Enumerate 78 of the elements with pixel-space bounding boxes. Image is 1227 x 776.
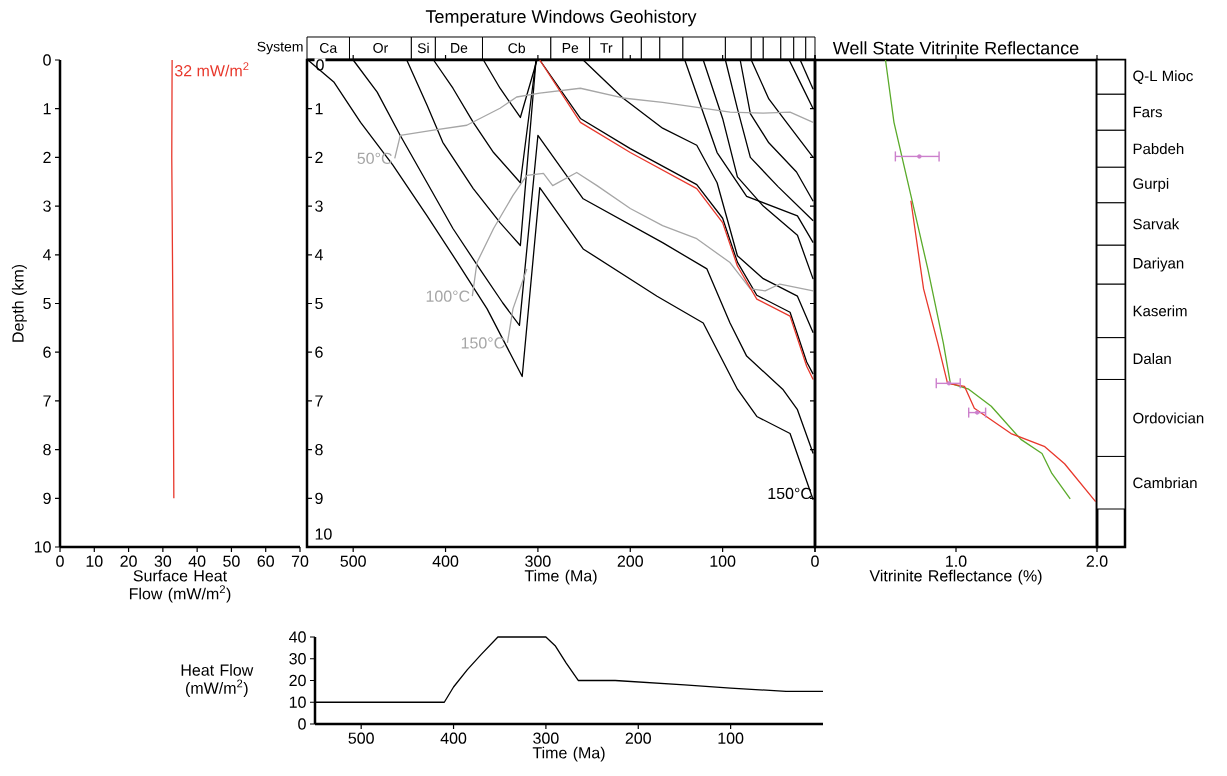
- y-tick-label: 6: [43, 346, 51, 358]
- x-tick-label: 10: [86, 555, 103, 567]
- y-tick-label: 3: [315, 200, 323, 212]
- series-label: Pabdeh: [1133, 143, 1184, 155]
- x-tick-label: 500: [348, 732, 374, 744]
- y-tick-label: 4: [42, 249, 51, 261]
- y-tick-label: 1: [315, 103, 323, 115]
- y-tick-label: 5: [315, 297, 323, 310]
- y-tick-label: 6: [315, 346, 323, 358]
- y-axis-title: Depth (km): [11, 264, 27, 342]
- x-axis-title: Surface Heat Flow (mW/m$^{2}$): [129, 569, 231, 603]
- x-tick-label: 1.0: [946, 555, 967, 567]
- y-tick-label: 0: [316, 59, 324, 71]
- x-tick-label: 20: [120, 555, 137, 567]
- y-tick-label: 9: [315, 492, 323, 504]
- x-axis-title: Time (Ma): [532, 746, 605, 762]
- y-tick-label: 7: [43, 395, 51, 407]
- series-label: 32 mW/m$^{2}$: [174, 62, 249, 77]
- x-tick-label: 50: [223, 555, 240, 567]
- series-label: Ca: [320, 43, 338, 53]
- chart-title: Temperature Windows Geohistory: [425, 9, 697, 27]
- y-tick-label: 20: [289, 674, 306, 687]
- series-label: Q-L Mioc: [1133, 70, 1193, 84]
- series-label: Gurpi: [1133, 177, 1169, 192]
- chart-title: Well State Vitrinite Reflectance: [832, 41, 1079, 55]
- series-label: Pe: [562, 43, 579, 53]
- x-tick-label: 400: [432, 555, 459, 567]
- y-tick-label: 10: [289, 696, 306, 708]
- series-label: Dalan: [1133, 353, 1171, 365]
- y-tick-label: 1: [43, 103, 51, 115]
- x-tick-label: 0: [56, 555, 64, 567]
- x-tick-label: 0: [811, 555, 819, 567]
- x-tick-label: 60: [257, 555, 274, 567]
- y-tick-label: 8: [315, 443, 323, 456]
- x-axis-title: Vitrinite Reflectance (%): [869, 569, 1042, 585]
- y-tick-label: 40: [289, 631, 306, 643]
- series-label: Cb: [508, 42, 526, 54]
- y-tick-label: 2: [315, 151, 323, 163]
- annotation: 150°C: [768, 487, 812, 500]
- x-tick-label: 200: [625, 732, 651, 744]
- y-axis-title: Heat Flow (mW/m$^{2}$): [181, 664, 254, 697]
- x-tick-label: 40: [188, 555, 206, 567]
- series-label: Ordovician: [1133, 412, 1204, 424]
- series-label: Or: [373, 43, 388, 53]
- x-tick-label: 2.0: [1086, 555, 1108, 567]
- x-tick-label: 100: [710, 555, 736, 567]
- y-tick-label: 10: [315, 528, 332, 540]
- y-tick-label: 10: [34, 541, 51, 553]
- series-label: Fars: [1133, 106, 1162, 118]
- series-label: Dariyan: [1133, 257, 1184, 272]
- series-label: De: [451, 43, 468, 53]
- x-tick-label: 300: [525, 555, 551, 567]
- y-tick-label: 5: [43, 297, 51, 310]
- x-tick-label: 200: [617, 555, 643, 567]
- x-axis-title: Time (Ma): [524, 569, 597, 585]
- y-tick-label: 7: [315, 395, 323, 407]
- x-tick-label: 500: [340, 555, 366, 567]
- x-tick-label: 70: [291, 555, 309, 567]
- series-label: Tr: [600, 43, 613, 53]
- series-label: Sarvak: [1133, 218, 1180, 230]
- x-tick-label: 100: [718, 732, 744, 744]
- series-label: Kaserim: [1133, 305, 1187, 317]
- series-label: 150°C: [461, 337, 505, 349]
- y-tick-label: 2: [43, 151, 51, 163]
- y-tick-label: 0: [43, 54, 51, 66]
- y-tick-label: 30: [289, 653, 306, 665]
- series-label: Cambrian: [1133, 477, 1197, 489]
- y-tick-label: System: [257, 41, 303, 55]
- y-tick-label: 0: [298, 718, 306, 730]
- x-tick-label: 30: [154, 555, 172, 567]
- series-label: Si: [417, 42, 429, 54]
- y-tick-label: 8: [43, 443, 51, 456]
- x-tick-label: 400: [440, 732, 467, 744]
- series-label: 100°C: [426, 290, 470, 302]
- y-tick-label: 3: [43, 200, 51, 212]
- y-tick-label: 4: [314, 249, 323, 261]
- y-tick-label: 9: [43, 492, 51, 504]
- x-tick-label: 300: [533, 732, 559, 744]
